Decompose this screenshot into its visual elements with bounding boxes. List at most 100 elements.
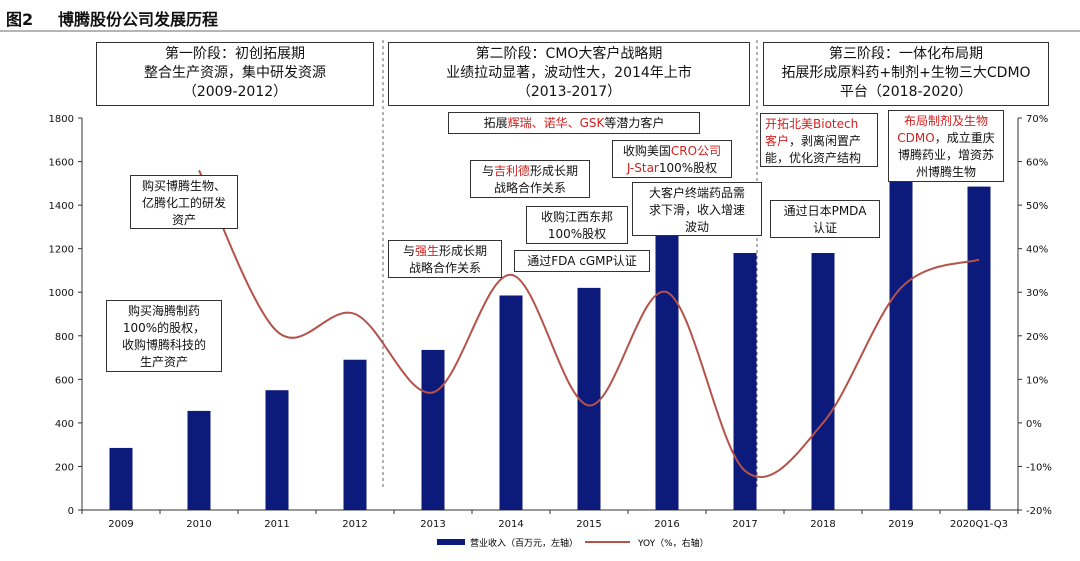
revenue-bar xyxy=(265,390,289,510)
x-tick-label: 2011 xyxy=(264,519,289,530)
annotation-text: ，剥离闲置产 xyxy=(789,134,862,148)
annotation-highlight: CRO公司 xyxy=(670,144,722,158)
y-right-tick-label: 20% xyxy=(1026,332,1048,343)
annotation-gilead: 与吉利德形成长期 战略合作关系 xyxy=(470,160,590,198)
annotation-highlight: 吉利德 xyxy=(493,164,530,178)
y-right-tick-label: -20% xyxy=(1026,506,1052,517)
annotation-text: ，成立重庆 xyxy=(934,131,995,145)
x-tick-label: 2020Q1-Q3 xyxy=(950,519,1008,530)
annotation-line: 求下滑，收入增速 xyxy=(648,203,745,217)
annotation-highlight: 辉瑞、诺华、GSK xyxy=(507,116,605,130)
annotation-line: 购买海腾制药 xyxy=(127,304,200,318)
x-tick-label: 2017 xyxy=(732,519,757,530)
annotation-highlight: CDMO xyxy=(897,131,935,145)
annotation-text: 形成长期 xyxy=(439,244,488,258)
phase-2-desc: 业绩拉动显著，波动性大，2014年上市 xyxy=(446,65,692,81)
x-tick-label: 2009 xyxy=(108,519,133,530)
x-tick-label: 2015 xyxy=(576,519,601,530)
x-tick-label: 2014 xyxy=(498,519,523,530)
y-right-tick-label: 60% xyxy=(1026,158,1048,169)
annotation-text: 拓展 xyxy=(483,116,508,130)
y-left-tick-label: 800 xyxy=(55,332,74,343)
annotation-line: 100%的股权， xyxy=(122,321,206,335)
revenue-bar xyxy=(811,253,835,510)
y-right-tick-label: 50% xyxy=(1026,201,1048,212)
y-left-tick-label: 400 xyxy=(55,419,74,430)
x-tick-label: 2010 xyxy=(186,519,211,530)
y-left-tick-label: 600 xyxy=(55,375,74,386)
y-left-tick-label: 1000 xyxy=(49,288,74,299)
y-right-tick-label: 70% xyxy=(1026,114,1048,125)
annotation-line: 生产资产 xyxy=(139,355,188,369)
annotation-line: 100%股权 xyxy=(547,227,607,241)
annotation-line: 战略合作关系 xyxy=(408,261,481,275)
header-rule xyxy=(0,30,1080,32)
annotation-text: 与 xyxy=(481,164,494,178)
annotation-line: 资产 xyxy=(171,213,196,227)
yoy-line xyxy=(198,169,980,478)
annotation-biotech-clients: 开拓北美Biotech 客户，剥离闲置产 能，优化资产结构 xyxy=(760,113,878,167)
phase-3-desc: 拓展形成原料药+制剂+生物三大CDMO xyxy=(781,65,1031,81)
annotation-text: 等潜力客户 xyxy=(604,116,665,130)
y-left-tick-label: 0 xyxy=(68,506,74,517)
y-left-tick-label: 1800 xyxy=(49,114,74,125)
annotation-line: 能，优化资产结构 xyxy=(765,151,862,165)
revenue-bar xyxy=(109,447,133,510)
annotation-line: 通过日本PMDA xyxy=(783,204,867,218)
annotation-highlight: 客户 xyxy=(765,134,790,148)
phase-1-title: 第一阶段：初创拓展期 xyxy=(165,46,305,62)
annotation-jstar: 收购美国CRO公司 J-Star100%股权 xyxy=(612,140,732,178)
phase-1-years: （2009-2012） xyxy=(182,84,288,100)
bars-group xyxy=(109,172,991,511)
annotation-line: 收购江西东邦 xyxy=(540,210,613,224)
revenue-bar xyxy=(187,410,211,510)
phase-3-box: 第三阶段：一体化布局期 拓展形成原料药+制剂+生物三大CDMO 平台（2018-… xyxy=(763,42,1049,106)
yoy-line-group xyxy=(198,169,980,478)
legend-bar-label: 营业收入（百万元，左轴） xyxy=(470,537,578,549)
y-right-tick-label: 10% xyxy=(1026,375,1048,386)
legend-group: 营业收入（百万元，左轴） YOY（%，右轴） xyxy=(437,537,709,549)
revenue-bar xyxy=(343,359,367,510)
annotation-text: 100%股权 xyxy=(658,161,718,175)
annotation-fda: 通过FDA cGMP认证 xyxy=(514,250,650,272)
annotation-highlight: 开拓北美Biotech xyxy=(765,117,859,131)
legend-bar-swatch xyxy=(437,539,465,545)
annotation-highlight: J-Star xyxy=(626,161,659,175)
y-right-tick-label: 40% xyxy=(1026,245,1048,256)
y-left-tick-label: 1600 xyxy=(49,158,74,169)
annotation-text: 与 xyxy=(402,244,415,258)
phase-2-box: 第二阶段：CMO大客户战略期 业绩拉动显著，波动性大，2014年上市 （2013… xyxy=(388,42,750,106)
annotation-line: 认证 xyxy=(812,221,837,235)
annotation-haiteng-acquisition: 购买海腾制药 100%的股权， 收购博腾科技的 生产资产 xyxy=(106,300,222,372)
x-tick-label: 2018 xyxy=(810,519,835,530)
revenue-bar xyxy=(889,172,913,510)
x-tick-label: 2012 xyxy=(342,519,367,530)
revenue-bar xyxy=(577,287,601,510)
phase-3-platform: 平台（2018-2020） xyxy=(839,84,973,100)
annotation-text: 通过FDA cGMP认证 xyxy=(527,254,637,268)
revenue-bar xyxy=(967,186,991,510)
annotation-jiangxi: 收购江西东邦 100%股权 xyxy=(526,206,628,244)
annotation-text: 形成长期 xyxy=(530,164,579,178)
figure-number: 图2 xyxy=(6,10,34,29)
phase-1-box: 第一阶段：初创拓展期 整合生产资源，集中研发资源 （2009-2012） xyxy=(96,42,374,106)
x-tick-label: 2013 xyxy=(420,519,445,530)
annotation-text: 收购美国 xyxy=(622,144,671,158)
annotation-demand-decline: 大客户终端药品需 求下滑，收入增速 波动 xyxy=(632,182,762,236)
annotation-highlight: 布局制剂及生物 xyxy=(903,114,988,128)
axes-group: 0 200 400 600 800 1000 1200 1400 1600 1800 -20% -10… xyxy=(49,114,1052,530)
phase-3-title: 第三阶段：一体化布局期 xyxy=(829,46,983,62)
annotation-potential-clients: 拓展辉瑞、诺华、GSK等潜力客户 xyxy=(448,112,700,134)
y-right-tick-label: -10% xyxy=(1026,462,1052,473)
revenue-bar xyxy=(421,349,445,510)
annotation-line: 购买博腾生物、 xyxy=(141,179,226,193)
annotation-cdmo-layout: 布局制剂及生物 CDMO，成立重庆 博腾药业，增资苏 州博腾生物 xyxy=(888,110,1004,182)
annotation-pmda: 通过日本PMDA 认证 xyxy=(770,200,880,238)
annotation-line: 战略合作关系 xyxy=(493,181,566,195)
revenue-bar xyxy=(655,222,679,511)
annotation-line: 州博腾生物 xyxy=(915,165,976,179)
annotation-highlight: 强生 xyxy=(414,244,439,258)
phase-2-years: （2013-2017） xyxy=(516,84,622,100)
x-tick-label: 2016 xyxy=(654,519,679,530)
